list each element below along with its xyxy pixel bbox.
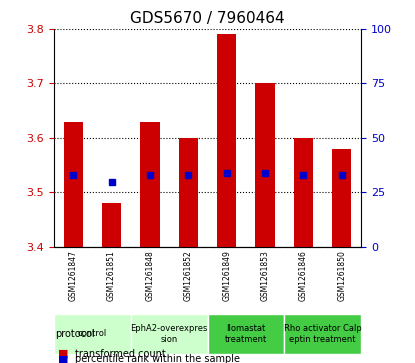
Bar [140,122,159,247]
Text: Rho activator Calp
eptin treatment: Rho activator Calp eptin treatment [284,324,361,344]
Text: GSM1261852: GSM1261852 [184,250,193,301]
Text: GSM1261851: GSM1261851 [107,250,116,301]
Text: ■: ■ [58,354,68,363]
Title: GDS5670 / 7960464: GDS5670 / 7960464 [130,12,285,26]
Text: ■: ■ [58,349,68,359]
Bar [332,149,352,247]
Bar [102,203,121,247]
Text: GSM1261853: GSM1261853 [261,250,270,301]
Bar [294,138,313,247]
Bar [179,138,198,247]
Text: percentile rank within the sample: percentile rank within the sample [75,354,240,363]
Text: GSM1261846: GSM1261846 [299,250,308,301]
Text: control: control [78,330,107,338]
Text: Ilomastat
treatment: Ilomastat treatment [225,324,267,344]
Text: GSM1261850: GSM1261850 [337,250,347,301]
Bar [63,122,83,247]
FancyBboxPatch shape [284,314,361,354]
FancyBboxPatch shape [131,314,208,354]
Text: EphA2-overexpres
sion: EphA2-overexpres sion [130,324,208,344]
Bar [256,83,275,247]
FancyBboxPatch shape [208,314,284,354]
Text: protocol: protocol [55,329,94,339]
Text: GSM1261849: GSM1261849 [222,250,231,301]
Text: transformed count: transformed count [75,349,166,359]
Text: GSM1261847: GSM1261847 [68,250,78,301]
FancyBboxPatch shape [54,314,131,354]
Text: GSM1261848: GSM1261848 [145,250,154,301]
Bar [217,34,236,247]
